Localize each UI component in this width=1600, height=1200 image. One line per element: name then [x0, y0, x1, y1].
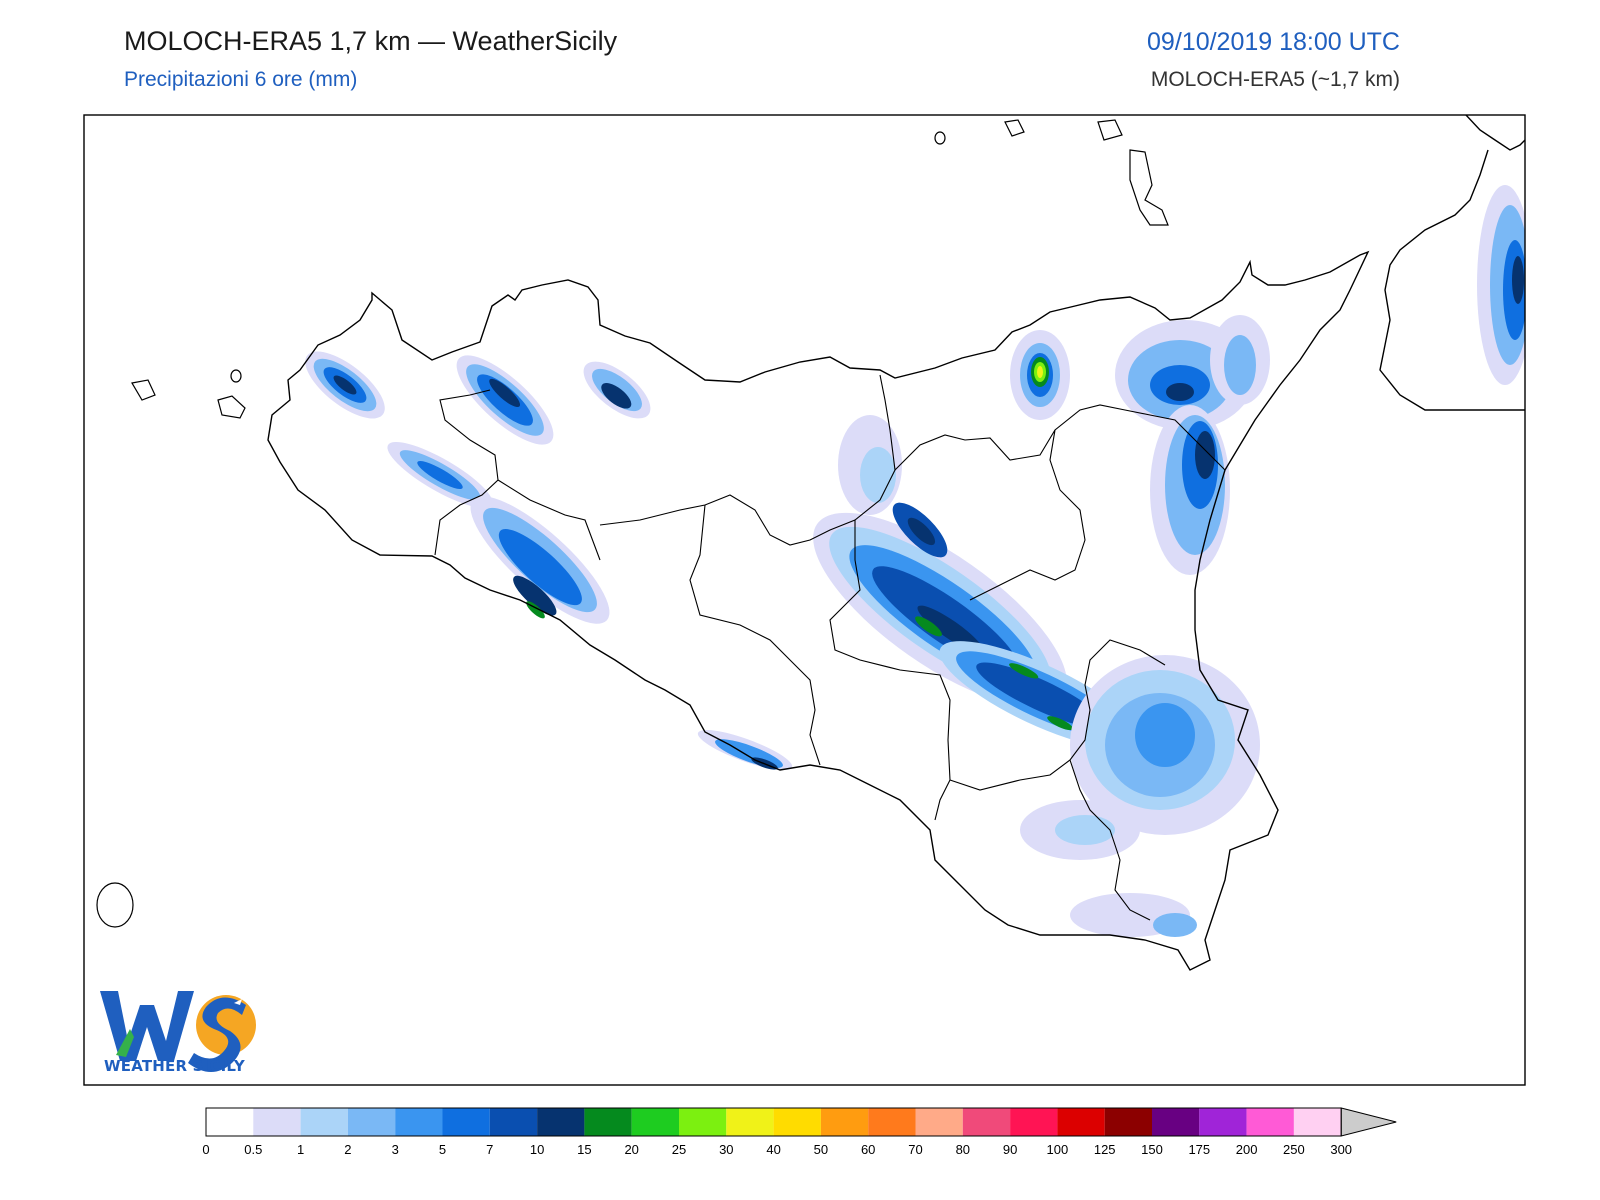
- colorbar-tick-label: 0.5: [244, 1142, 262, 1157]
- colorbar-tick-label: 70: [908, 1142, 922, 1157]
- colorbar-tick-label: 3: [392, 1142, 399, 1157]
- colorbar-swatch: [820, 1108, 869, 1136]
- colorbar-tick-label: 10: [530, 1142, 544, 1157]
- colorbar-swatch: [206, 1108, 254, 1136]
- model-label: MOLOCH-ERA5 (~1,7 km): [1150, 68, 1400, 91]
- colorbar-swatch: [915, 1108, 963, 1136]
- colorbar-tick-label: 0: [202, 1142, 209, 1157]
- colorbar-tick-label: 15: [577, 1142, 591, 1157]
- page-subtitle: Precipitazioni 6 ore (mm): [124, 68, 358, 91]
- colorbar-tick-label: 40: [766, 1142, 780, 1157]
- colorbar-tick-label: 200: [1236, 1142, 1258, 1157]
- colorbar-swatch: [1152, 1108, 1200, 1136]
- colorbar-swatch: [1057, 1108, 1105, 1136]
- colorbar-extend-arrow: [1340, 1107, 1397, 1137]
- colorbar-tick-label: 90: [1003, 1142, 1017, 1157]
- colorbar-tick-label: 50: [814, 1142, 828, 1157]
- colorbar-swatch: [1104, 1108, 1152, 1136]
- forecast-datetime: 09/10/2019 18:00 UTC: [1147, 28, 1400, 56]
- colorbar-swatch: [584, 1108, 632, 1136]
- colorbar-tick-label: 25: [672, 1142, 686, 1157]
- logo-text: WEATHER SICILY: [104, 1057, 245, 1075]
- colorbar-swatch: [253, 1108, 301, 1136]
- colorbar-swatch: [1199, 1108, 1247, 1136]
- colorbar-swatch: [679, 1108, 727, 1136]
- colorbar-tick-label: 7: [486, 1142, 493, 1157]
- colorbar-outline: [205, 1107, 1342, 1137]
- colorbar-tick-label: 1: [297, 1142, 304, 1157]
- colorbar-swatch: [962, 1108, 1011, 1136]
- colorbar-tick-label: 30: [719, 1142, 733, 1157]
- colorbar-tick-label: 250: [1283, 1142, 1305, 1157]
- precip-field: [305, 185, 1525, 937]
- sicily-coastline: [267, 250, 1370, 971]
- colorbar-tick-label: 5: [439, 1142, 446, 1157]
- colorbar-tick-label: 300: [1330, 1142, 1352, 1157]
- colorbar-boxes: [205, 1107, 1397, 1137]
- colorbar-swatch: [1010, 1108, 1058, 1136]
- colorbar-swatch: [1246, 1108, 1294, 1136]
- colorbar-tick-label: 60: [861, 1142, 875, 1157]
- colorbar-swatch: [773, 1108, 821, 1136]
- colorbar-tick-label: 100: [1047, 1142, 1069, 1157]
- calabria-coastline: [1379, 115, 1525, 411]
- weather-sicily-logo: [100, 991, 256, 1072]
- colorbar-tick-label: 175: [1188, 1142, 1210, 1157]
- colorbar-swatch: [300, 1108, 348, 1136]
- page-title: MOLOCH-ERA5 1,7 km — WeatherSicily: [124, 26, 618, 56]
- colorbar-tick-label: 125: [1094, 1142, 1116, 1157]
- colorbar-ticks: 0 0.5 1 2 3 5 7 10 15 20 25 30 40 50 60 70 80 90 100 125 150…: [202, 1142, 1352, 1157]
- colorbar-swatch: [395, 1108, 443, 1136]
- colorbar-tick-label: 80: [956, 1142, 970, 1157]
- colorbar-swatch: [489, 1108, 538, 1136]
- islands: [96, 119, 1169, 928]
- colorbar-swatch: [868, 1108, 916, 1136]
- colorbar-swatch: [442, 1108, 490, 1136]
- colorbar-swatch: [537, 1108, 585, 1136]
- colorbar-swatch: [347, 1108, 396, 1136]
- colorbar-tick-label: 2: [344, 1142, 351, 1157]
- colorbar-swatch: [631, 1108, 679, 1136]
- map-frame: [83, 114, 1526, 1086]
- colorbar-tick-label: 20: [624, 1142, 638, 1157]
- colorbar-tick-label: 150: [1141, 1142, 1163, 1157]
- colorbar-swatch: [726, 1108, 774, 1136]
- colorbar-swatch: [1293, 1108, 1342, 1136]
- province-borders: [434, 374, 1226, 921]
